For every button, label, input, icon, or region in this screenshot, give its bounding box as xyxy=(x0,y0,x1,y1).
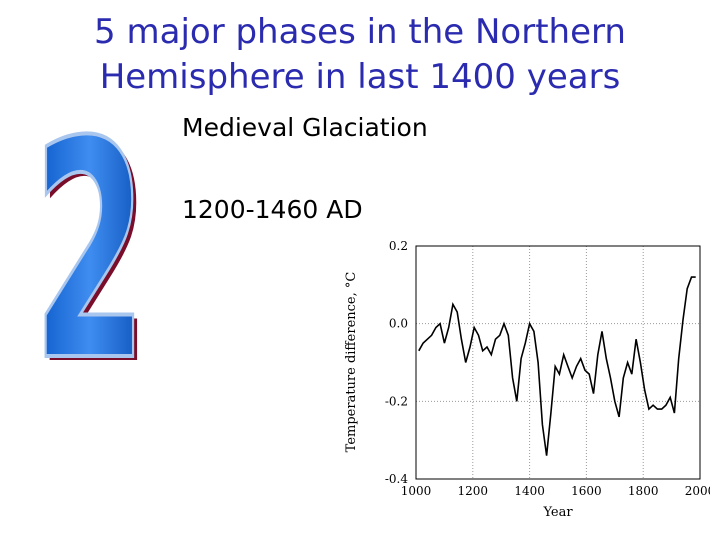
big-numeral-two: 2 2 xyxy=(42,100,142,370)
y-tick-label: -0.4 xyxy=(385,472,409,486)
title-line-2: Hemisphere in last 1400 years xyxy=(99,57,621,97)
x-tick-label: 1200 xyxy=(458,484,489,498)
y-axis-label: Temperature difference, °C xyxy=(344,272,359,453)
x-tick-label: 1800 xyxy=(628,484,659,498)
big-numeral-shadow: 2 xyxy=(42,100,142,370)
x-tick-label: 1600 xyxy=(571,484,602,498)
bullet-medieval-glaciation: Medieval Glaciation xyxy=(182,113,428,142)
x-axis-label: Year xyxy=(542,505,573,520)
title-line-1: 5 major phases in the Northern xyxy=(94,12,626,52)
bullet-date-range: 1200-1460 AD xyxy=(182,195,363,224)
plot-frame xyxy=(415,245,701,480)
temperature-series-line xyxy=(418,276,696,456)
y-tick-label: 0.2 xyxy=(389,239,408,253)
chart-grid xyxy=(416,246,700,479)
y-tick-label: -0.2 xyxy=(385,394,408,408)
x-tick-label: 1000 xyxy=(401,484,432,498)
y-tick-label: 0.0 xyxy=(389,317,408,331)
x-tick-label: 1400 xyxy=(514,484,545,498)
big-numeral: 2 xyxy=(42,100,142,370)
slide-title: 5 major phases in the Northern Hemispher… xyxy=(0,10,720,100)
